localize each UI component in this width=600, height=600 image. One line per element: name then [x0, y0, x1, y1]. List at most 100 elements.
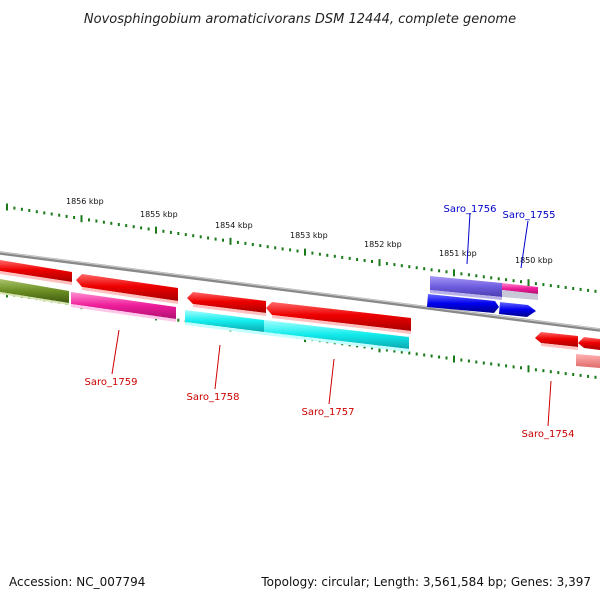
- inner-scale-minor-tick: [557, 371, 560, 375]
- gene-label-saro-1759[interactable]: Saro_1759: [85, 377, 138, 388]
- outer-scale-minor-tick: [415, 266, 418, 270]
- outer-scale-minor-tick: [587, 288, 590, 292]
- outer-scale-minor-tick: [341, 255, 344, 259]
- gene-label-saro-1756[interactable]: Saro_1756: [444, 204, 497, 215]
- inner-scale-minor-tick: [549, 370, 552, 374]
- outer-scale-minor-tick: [65, 214, 68, 218]
- gene-saro-1756[interactable]: [430, 276, 502, 300]
- accession-text: Accession: NC_007794: [9, 575, 145, 589]
- inner-scale-minor-tick: [587, 374, 590, 378]
- inner-scale-minor-tick: [490, 362, 493, 366]
- outer-scale-minor-tick: [125, 224, 128, 228]
- outer-scale-minor-tick: [50, 212, 53, 216]
- inner-scale-minor-tick: [445, 356, 448, 360]
- outer-scale-minor-tick: [594, 289, 597, 293]
- gene-label-saro-1757[interactable]: Saro_1757: [302, 407, 355, 418]
- leader-saro-1759: [111, 329, 120, 375]
- leader-saro-1756: [466, 212, 471, 265]
- kbp-label-1853: 1853 kbp: [290, 231, 328, 240]
- outer-scale-minor-tick: [475, 274, 478, 278]
- inner-scale-minor-tick: [594, 375, 597, 379]
- kbp-label-1851: 1851 kbp: [439, 249, 477, 258]
- kbp-label-1854: 1854 kbp: [215, 221, 253, 230]
- inner-scale-minor-tick: [520, 366, 522, 370]
- outer-scale-minor-tick: [207, 236, 210, 240]
- inner-scale-minor-tick: [177, 318, 180, 322]
- outer-scale-minor-tick: [199, 235, 202, 239]
- outer-scale-minor-tick: [147, 227, 150, 231]
- outer-scale-minor-tick: [393, 263, 396, 267]
- inner-scale-minor-tick: [363, 345, 366, 349]
- inner-scale-minor-tick: [475, 360, 478, 364]
- outer-scale-minor-tick: [169, 230, 172, 234]
- inner-scale-minor-tick: [393, 349, 396, 353]
- gene-label-saro-1754[interactable]: Saro_1754: [522, 429, 575, 440]
- kbp-label-1856: 1856 kbp: [66, 197, 104, 206]
- outer-scale-minor-tick: [274, 246, 277, 250]
- outer-scale-minor-tick: [564, 286, 567, 289]
- outer-scale-major-tick: [453, 269, 455, 277]
- gene-blue-1[interactable]: [427, 294, 499, 313]
- gene-red-0[interactable]: [0, 260, 72, 285]
- outer-scale-minor-tick: [505, 278, 508, 282]
- kbp-label-1852: 1852 kbp: [364, 240, 402, 249]
- outer-scale-minor-tick: [579, 287, 582, 291]
- outer-scale-major-tick: [6, 203, 8, 211]
- gene-red-2[interactable]: [187, 292, 266, 316]
- outer-scale-minor-tick: [251, 243, 254, 246]
- inner-scale-minor-tick: [579, 373, 582, 377]
- outer-scale-minor-tick: [162, 229, 165, 233]
- outer-scale-major-tick: [304, 248, 306, 256]
- gene-red-4[interactable]: [535, 332, 578, 350]
- inner-scale-minor-tick: [408, 351, 411, 355]
- inner-scale-minor-tick: [534, 368, 537, 372]
- inner-scale-minor-tick: [385, 348, 388, 352]
- gene-label-saro-1758[interactable]: Saro_1758: [187, 392, 240, 403]
- inner-scale-minor-tick: [371, 346, 373, 350]
- gene-saro-1757[interactable]: [264, 320, 409, 352]
- gene-red-1[interactable]: [76, 274, 178, 304]
- gene-saro-1755[interactable]: [502, 283, 538, 300]
- outer-scale-minor-tick: [520, 280, 522, 284]
- outer-scale-minor-tick: [140, 226, 143, 230]
- outer-scale-minor-tick: [326, 253, 329, 257]
- outer-scale-minor-tick: [371, 260, 373, 263]
- topology-summary: Topology: circular; Length: 3,561,584 bp…: [260, 575, 591, 589]
- outer-scale-minor-tick: [572, 287, 575, 290]
- gene-red-5[interactable]: [578, 337, 600, 350]
- gene-olive[interactable]: [0, 279, 69, 305]
- inner-scale-minor-tick: [542, 369, 545, 373]
- gene-saro-1759[interactable]: [71, 292, 176, 322]
- outer-scale-minor-tick: [385, 262, 388, 266]
- gene-light-red[interactable]: [576, 354, 600, 368]
- outer-scale-minor-tick: [296, 249, 299, 253]
- inner-scale-minor-tick: [400, 350, 403, 354]
- outer-scale-minor-tick: [43, 211, 46, 215]
- inner-scale-minor-tick: [423, 353, 426, 357]
- outer-scale-minor-tick: [363, 259, 366, 262]
- genome-title: Novosphingobium aromaticivorans DSM 1244…: [84, 12, 516, 27]
- inner-scale-minor-tick: [415, 352, 418, 356]
- outer-scale: [6, 203, 597, 293]
- outer-scale-minor-tick: [311, 251, 314, 255]
- gene-blue-2[interactable]: [499, 302, 536, 317]
- outer-scale-minor-tick: [497, 277, 500, 281]
- inner-scale-minor-tick: [467, 359, 470, 363]
- outer-scale-minor-tick: [542, 283, 545, 287]
- inner-scale-major-tick: [378, 345, 381, 353]
- outer-scale-minor-tick: [259, 244, 262, 248]
- outer-scale-minor-tick: [95, 219, 98, 223]
- outer-scale-minor-tick: [467, 273, 470, 277]
- gene-red-3[interactable]: [266, 302, 411, 334]
- outer-scale-minor-tick: [58, 213, 61, 217]
- outer-scale-minor-tick: [445, 270, 448, 274]
- outer-scale-minor-tick: [348, 256, 351, 260]
- gene-saro-1758[interactable]: [185, 310, 264, 335]
- outer-scale-minor-tick: [430, 268, 433, 272]
- outer-scale-major-tick: [80, 215, 83, 223]
- gene-label-saro-1755[interactable]: Saro_1755: [503, 210, 556, 221]
- inner-scale-minor-tick: [564, 372, 567, 376]
- outer-scale-minor-tick: [28, 209, 31, 212]
- outer-scale-minor-tick: [214, 237, 217, 241]
